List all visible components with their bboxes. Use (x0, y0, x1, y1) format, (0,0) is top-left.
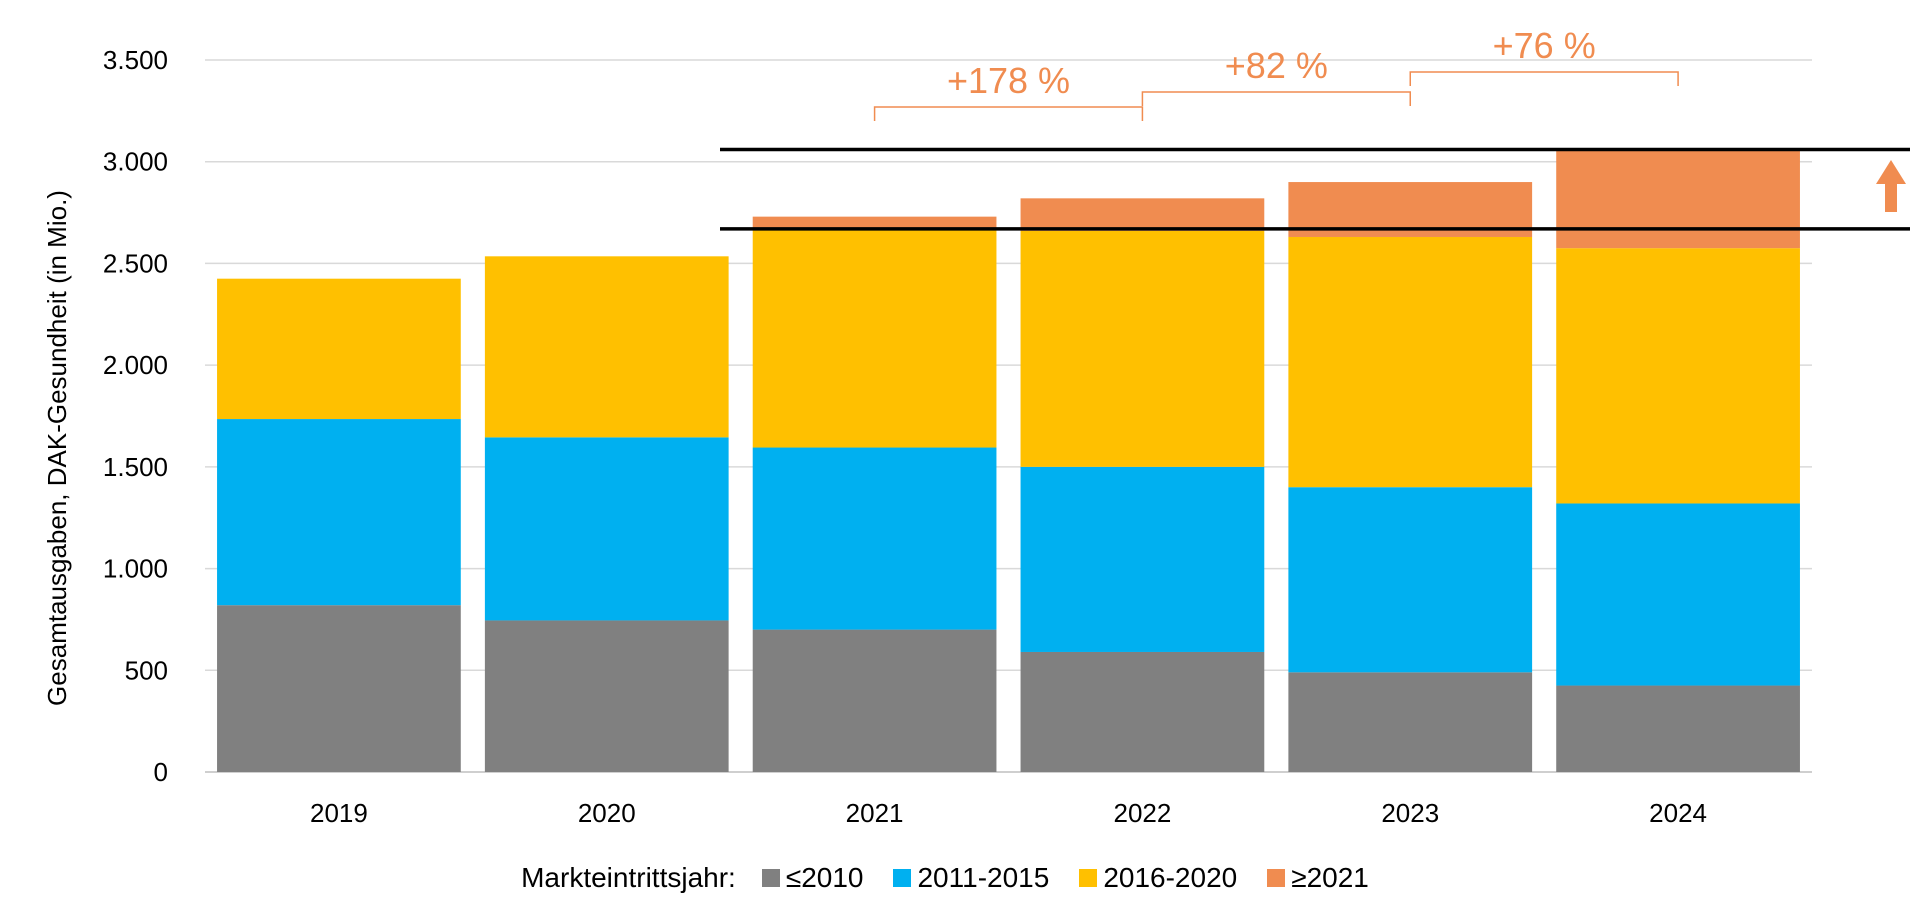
bar-segment (1020, 466, 1265, 652)
bar-segment (1288, 236, 1533, 488)
bar-segment (1020, 198, 1265, 231)
legend-item-le2010: ≤2010 (761, 862, 864, 894)
legend-label: ≤2010 (785, 862, 864, 893)
gridlines (205, 59, 1812, 773)
increase-arrow-icon (1876, 160, 1906, 212)
bar-segment (217, 419, 461, 606)
bar-segment (752, 228, 997, 448)
legend-label: 2011-2015 (917, 862, 1050, 893)
legend-swatch (893, 869, 912, 887)
y-tick-label: 2.000 (103, 350, 168, 380)
bar-segment (1288, 487, 1533, 673)
y-tick-label: 1.000 (103, 554, 168, 584)
annotation-bracket (873, 106, 1144, 121)
bar-segment (1556, 685, 1800, 772)
bar-segment (1020, 230, 1265, 467)
annotation-label: +76 % (1493, 25, 1596, 66)
bar-segment (752, 216, 997, 229)
bar-segment (752, 629, 997, 772)
bar-segment (1556, 149, 1800, 249)
y-tick-label: 3.500 (103, 45, 168, 75)
y-tick-label: 2.500 (103, 248, 168, 278)
growth-annotations: +178 % +82 % +76 % (873, 25, 1679, 121)
bar-segment (752, 447, 997, 630)
legend-title: Markteintrittsjahr: (521, 862, 736, 893)
y-tick-labels: 0 500 1.000 1.500 2.000 2.500 3.000 3.500 (103, 45, 168, 787)
bar-segment (217, 278, 461, 420)
x-tick-label: 2023 (1381, 798, 1439, 828)
x-tick-label: 2020 (578, 798, 636, 828)
bar-segment (1556, 503, 1800, 686)
legend-item-2016-2020: 2016-2020 (1079, 862, 1237, 894)
annotation-bracket (1409, 71, 1679, 86)
x-tick-label: 2019 (310, 798, 368, 828)
legend-label: ≥2021 (1291, 862, 1369, 893)
legend-label: 2016-2020 (1103, 862, 1238, 893)
bar-segment (1020, 651, 1265, 772)
legend-swatch (761, 869, 780, 887)
annotation-label: +82 % (1225, 45, 1328, 86)
legend-swatch (1267, 869, 1286, 887)
legend-item-2011-2015: 2011-2015 (893, 862, 1049, 894)
x-tick-label: 2021 (846, 798, 904, 828)
annotation-bracket (1141, 91, 1411, 106)
bar-segment (1288, 672, 1533, 772)
x-tick-label: 2024 (1649, 798, 1707, 828)
legend-swatch (1079, 869, 1098, 887)
bar-segment (484, 437, 729, 621)
x-tick-labels: 2019 2020 2021 2022 2023 2024 (310, 798, 1707, 828)
bar-segment (1556, 248, 1800, 504)
annotation-label: +178 % (947, 60, 1070, 101)
bar-segment (217, 605, 461, 772)
legend-item-ge2021: ≥2021 (1267, 862, 1369, 894)
y-tick-label: 3.000 (103, 147, 168, 177)
y-tick-label: 1.500 (103, 452, 168, 482)
x-tick-label: 2022 (1113, 798, 1171, 828)
y-tick-label: 500 (125, 655, 168, 685)
reference-lines (720, 147, 1910, 231)
bar-segment (484, 620, 729, 772)
bar-segment (484, 256, 729, 438)
y-tick-label: 0 (154, 757, 168, 787)
y-axis-title: Gesamtausgaben, DAK-Gesundheit (in Mio.) (42, 190, 72, 706)
bars (217, 149, 1800, 772)
legend: Markteintrittsjahr: ≤2010 2011-2015 2016… (0, 858, 1920, 898)
